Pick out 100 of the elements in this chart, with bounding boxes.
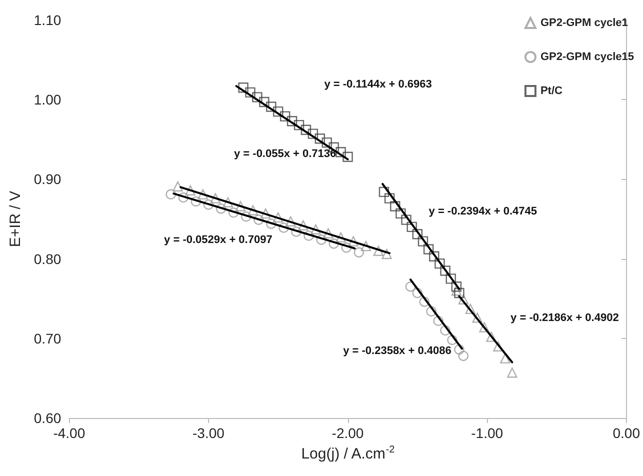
point (190, 196, 202, 207)
point (254, 214, 264, 225)
annotation: y = -0.2186x + 0.4902 (510, 312, 619, 324)
point (259, 96, 270, 108)
point (454, 344, 464, 355)
point (210, 193, 221, 204)
point (384, 193, 395, 204)
point (396, 208, 406, 219)
point (298, 220, 308, 230)
point (266, 102, 276, 112)
point (440, 266, 450, 276)
point (323, 228, 334, 238)
point (451, 282, 462, 292)
point (216, 204, 226, 214)
y-tick-label: 0.80 (34, 250, 62, 267)
legend-label: Pt/C (540, 85, 563, 97)
point (245, 87, 256, 98)
point (328, 238, 339, 249)
point (260, 208, 271, 219)
point (278, 222, 289, 233)
point (486, 332, 496, 342)
point (172, 181, 183, 192)
point (266, 218, 276, 229)
point (354, 247, 364, 258)
x-tick-label: -2.00 (332, 425, 364, 441)
annotation: y = -0.0529x + 0.7097 (164, 234, 272, 246)
point (500, 353, 510, 364)
point (240, 212, 252, 222)
x-tick-label: 0.00 (612, 425, 640, 441)
point (316, 234, 326, 245)
point (382, 248, 392, 260)
annotation: y = -0.2358x + 0.4086 (343, 345, 452, 358)
point (458, 350, 468, 362)
point (252, 92, 262, 102)
point (412, 229, 423, 240)
point (373, 246, 384, 256)
point (286, 216, 296, 226)
point (291, 226, 302, 237)
point (507, 368, 518, 378)
point (222, 197, 234, 208)
point (273, 106, 284, 117)
point (360, 240, 371, 252)
point (465, 304, 476, 314)
point (419, 296, 430, 307)
point (440, 325, 450, 336)
point (238, 82, 248, 93)
x-tick-label: -1.00 (471, 425, 504, 441)
point (378, 186, 390, 198)
point (300, 124, 312, 135)
point (341, 242, 352, 253)
annotation: y = -0.2394x + 0.4745 (428, 206, 538, 218)
point (286, 116, 298, 126)
point (166, 189, 176, 200)
x-tick-label: -3.00 (192, 425, 225, 441)
point (493, 341, 504, 352)
point (412, 288, 423, 298)
point (433, 316, 444, 326)
point (294, 120, 304, 130)
point (429, 251, 440, 262)
y-tick-label: 1.10 (34, 12, 62, 28)
y-tick-label: 1.00 (34, 92, 62, 108)
point (185, 185, 196, 196)
point (348, 236, 358, 246)
point (434, 258, 445, 269)
point (248, 205, 258, 216)
legend-label: GP2-GPM cycle1 (540, 17, 628, 29)
point (198, 189, 208, 200)
point (304, 230, 314, 241)
y-axis-title: E+IR / V (7, 190, 24, 248)
point (203, 200, 214, 210)
point (423, 244, 434, 254)
x-tick-label: -4.00 (53, 425, 86, 441)
point (406, 222, 417, 232)
point (322, 137, 332, 148)
point (336, 232, 346, 242)
point (280, 111, 290, 122)
point (308, 128, 318, 139)
point (426, 306, 436, 316)
point (418, 236, 428, 246)
annotation: y = -0.055x + 0.7136 (234, 148, 336, 160)
point (390, 201, 400, 212)
point (479, 322, 490, 332)
point (228, 208, 239, 218)
point (447, 334, 458, 346)
point (401, 214, 412, 225)
point (310, 224, 321, 234)
point (446, 274, 456, 284)
point (472, 312, 482, 323)
point (451, 286, 462, 296)
point (235, 201, 246, 212)
point (178, 192, 188, 203)
point (273, 212, 284, 223)
point (458, 294, 468, 304)
y-tick-label: 0.60 (34, 410, 62, 426)
point (336, 147, 346, 158)
annotation: y = -0.1144x + 0.6963 (324, 78, 432, 91)
y-tick-label: 0.70 (34, 330, 62, 346)
point (314, 134, 325, 144)
point (454, 288, 464, 298)
point (342, 152, 353, 162)
